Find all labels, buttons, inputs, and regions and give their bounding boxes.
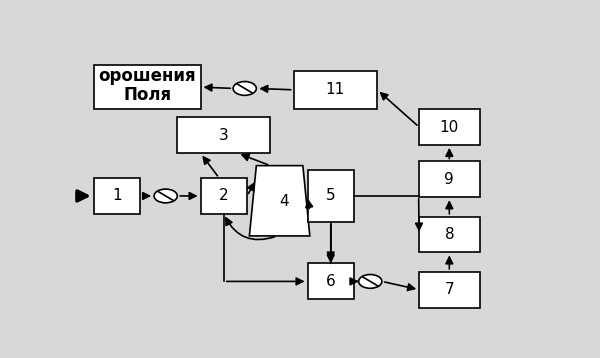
Ellipse shape [359,275,382,288]
Bar [419,109,479,145]
Bar [94,65,200,109]
Bar [308,263,354,299]
Text: 7: 7 [445,282,454,297]
Bar [94,178,140,214]
Bar [419,161,479,197]
Ellipse shape [154,189,178,203]
Bar [178,117,271,153]
Text: 8: 8 [445,227,454,242]
Text: 6: 6 [326,274,335,289]
Bar [419,217,479,252]
Text: 9: 9 [445,172,454,187]
Text: Поля: Поля [123,86,171,104]
Text: 10: 10 [440,120,459,135]
Text: 3: 3 [219,128,229,143]
Bar [419,272,479,308]
Ellipse shape [233,82,256,95]
Text: 4: 4 [280,194,289,209]
Text: орошения: орошения [98,67,196,85]
Bar [308,170,354,222]
Bar [293,71,377,109]
Polygon shape [250,166,310,236]
Text: 1: 1 [112,188,122,203]
Text: 5: 5 [326,188,335,203]
Bar [200,178,247,214]
Text: 11: 11 [326,82,345,97]
Text: 2: 2 [219,188,229,203]
